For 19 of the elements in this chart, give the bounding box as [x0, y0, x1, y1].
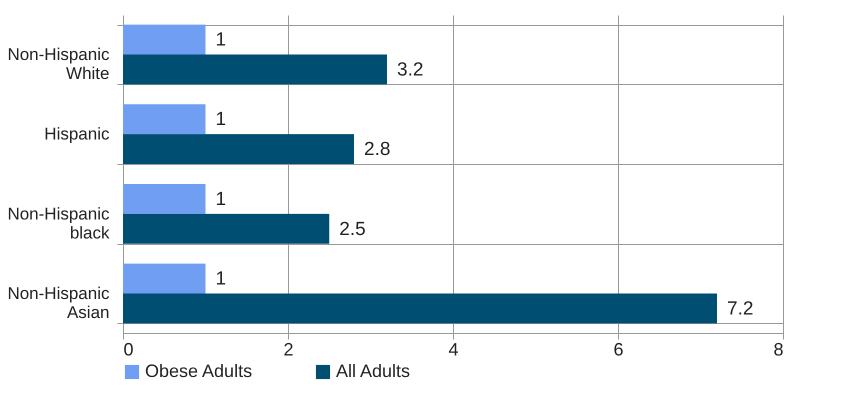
y-tick-label: Non-Hispanic White	[7, 44, 110, 83]
data-label: 1	[216, 268, 226, 290]
legend-label: All Adults	[336, 361, 410, 381]
x-tick-label: 0	[124, 340, 134, 360]
data-label: 2.8	[364, 139, 390, 160]
data-label: 2.5	[339, 218, 366, 240]
x-tick-label: 8	[773, 340, 784, 360]
data-label: 1	[216, 30, 226, 51]
y-tick-label: Non-Hispanic Asian	[7, 284, 110, 322]
y-tick-label: Non-Hispanic black	[7, 204, 110, 242]
legend-label: Obese Adults	[145, 361, 252, 381]
x-tick-label: 2	[283, 340, 294, 360]
x-tick-label: 6	[613, 340, 624, 360]
data-label: 1	[216, 109, 226, 130]
data-label: 7.2	[727, 298, 754, 320]
data-label: 1	[216, 188, 226, 210]
y-tick-label: Hispanic	[44, 124, 110, 144]
data-label: 3.2	[397, 59, 424, 80]
x-tick-label: 4	[448, 340, 459, 360]
